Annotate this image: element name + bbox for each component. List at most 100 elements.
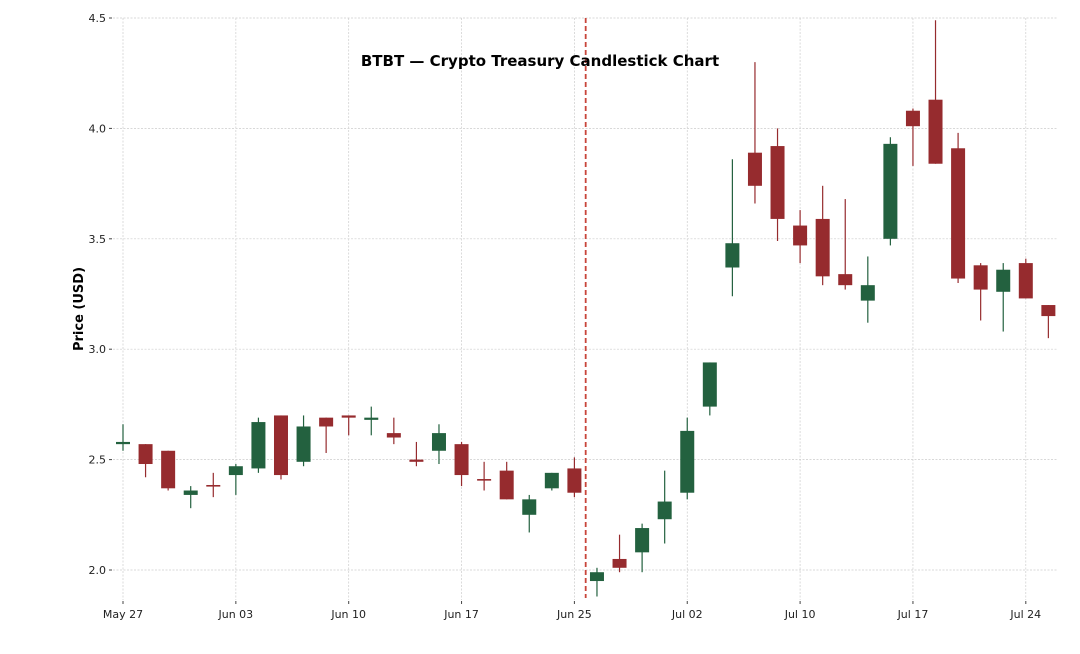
x-tick-label: Jun 10 bbox=[330, 608, 366, 621]
candle-body bbox=[996, 269, 1011, 292]
candle-down bbox=[770, 128, 785, 242]
candle-body bbox=[657, 501, 672, 520]
candle-body bbox=[928, 99, 943, 164]
y-axis-label: Price (USD) bbox=[72, 267, 87, 351]
y-axis: 2.0 2.5 3.0 3.5 4.0 4.5 bbox=[89, 12, 112, 577]
y-tick-label: 3.5 bbox=[89, 233, 107, 246]
candle-down bbox=[815, 185, 830, 286]
candle-down bbox=[747, 62, 762, 204]
candle-body bbox=[296, 426, 311, 462]
candle-body bbox=[793, 225, 808, 246]
y-tick-label: 2.0 bbox=[89, 564, 107, 577]
candle-body bbox=[612, 558, 627, 568]
candle-up bbox=[522, 494, 537, 533]
candle-down bbox=[567, 457, 582, 498]
candle-up bbox=[883, 137, 898, 246]
candle-body bbox=[409, 459, 424, 462]
candle-body bbox=[747, 152, 762, 186]
candle-down bbox=[138, 444, 153, 478]
candle-body bbox=[364, 417, 379, 420]
x-axis: May 27 Jun 03 Jun 10 Jun 17 Jun 25 Jul 02 Jul … bbox=[103, 601, 1041, 621]
candle-body bbox=[589, 572, 604, 582]
candle-body bbox=[860, 285, 875, 301]
candle-up bbox=[116, 424, 130, 451]
candle-down bbox=[319, 417, 334, 453]
candle-body bbox=[477, 479, 492, 481]
candle-body bbox=[273, 415, 288, 476]
chart-title: BTBT — Crypto Treasury Candlestick Chart bbox=[361, 52, 719, 70]
candle-up bbox=[364, 406, 379, 436]
candle-down bbox=[838, 199, 853, 290]
candle-down bbox=[206, 472, 221, 498]
candle-down bbox=[386, 417, 401, 445]
candle-down bbox=[409, 441, 424, 467]
x-tick-label: Jun 03 bbox=[218, 608, 254, 621]
candle-body bbox=[386, 433, 401, 438]
candle-body bbox=[454, 444, 469, 476]
candle-down bbox=[454, 441, 469, 487]
candle-body bbox=[567, 468, 582, 493]
candle-down bbox=[1018, 258, 1033, 299]
candle-up bbox=[996, 263, 1011, 332]
candle-body bbox=[341, 415, 356, 418]
candle-body bbox=[905, 110, 920, 127]
candle-body bbox=[951, 148, 966, 279]
candle-body bbox=[116, 441, 130, 445]
candle-body bbox=[544, 472, 559, 489]
y-tick-label: 3.0 bbox=[89, 343, 107, 356]
candle-down bbox=[161, 450, 176, 491]
candle-up bbox=[680, 417, 695, 500]
candle-down bbox=[793, 210, 808, 264]
candle-body bbox=[319, 417, 334, 427]
candle-down bbox=[499, 461, 514, 500]
candles bbox=[116, 20, 1056, 597]
candle-up bbox=[702, 362, 717, 416]
candle-body bbox=[431, 433, 446, 451]
candle-up bbox=[589, 567, 604, 597]
y-tick-label: 2.5 bbox=[89, 454, 107, 467]
x-tick-label: Jul 10 bbox=[784, 608, 816, 621]
candle-up bbox=[635, 523, 650, 573]
candle-body bbox=[883, 143, 898, 239]
candle-up bbox=[860, 256, 875, 323]
candle-body bbox=[635, 528, 650, 553]
candle-body bbox=[499, 470, 514, 500]
candle-up bbox=[657, 470, 672, 544]
candle-body bbox=[1041, 305, 1056, 317]
candle-body bbox=[138, 444, 153, 465]
candle-body bbox=[522, 499, 537, 515]
candle-body bbox=[815, 218, 830, 277]
x-tick-label: Jul 02 bbox=[671, 608, 703, 621]
candle-body bbox=[206, 484, 221, 487]
candle-down bbox=[477, 461, 492, 491]
x-tick-label: Jun 17 bbox=[443, 608, 479, 621]
candle-up bbox=[431, 424, 446, 465]
candle-body bbox=[228, 466, 243, 476]
candle-body bbox=[725, 243, 740, 268]
x-tick-label: Jul 24 bbox=[1009, 608, 1041, 621]
candle-down bbox=[612, 534, 627, 573]
candle-up bbox=[544, 472, 559, 491]
candle-down bbox=[273, 415, 288, 480]
x-tick-label: Jun 25 bbox=[556, 608, 592, 621]
candle-down bbox=[951, 132, 966, 283]
candle-body bbox=[1018, 263, 1033, 299]
candle-body bbox=[251, 422, 266, 469]
y-tick-label: 4.0 bbox=[89, 122, 107, 135]
x-tick-label: Jul 17 bbox=[897, 608, 929, 621]
candle-down bbox=[341, 415, 356, 436]
candle-up bbox=[183, 486, 198, 509]
candle-body bbox=[838, 274, 853, 286]
candle-up bbox=[725, 159, 740, 297]
candle-up bbox=[296, 415, 311, 467]
candle-up bbox=[251, 417, 266, 473]
candle-down bbox=[1041, 305, 1056, 339]
candle-body bbox=[183, 490, 198, 495]
candle-body bbox=[973, 265, 988, 290]
candle-body bbox=[161, 450, 176, 489]
candle-up bbox=[228, 464, 243, 495]
candle-body bbox=[680, 430, 695, 493]
candle-down bbox=[928, 20, 943, 164]
candle-down bbox=[905, 108, 920, 166]
